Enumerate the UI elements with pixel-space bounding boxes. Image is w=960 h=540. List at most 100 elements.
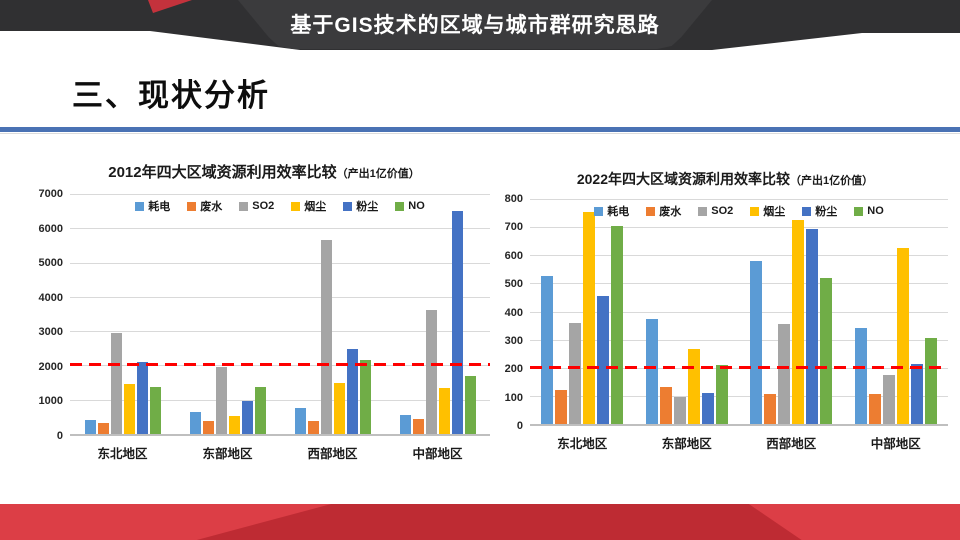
plot-area: 耗电 废水 SO2 烟尘 粉尘 NO	[530, 199, 948, 426]
y-axis-label: 3000	[38, 326, 63, 339]
bar-耗电-西部地区	[750, 260, 763, 424]
legend-item-烟尘: 烟尘	[750, 203, 785, 219]
chart-title-note: （产出1亿价值）	[790, 175, 874, 187]
bar-NO-东部地区	[715, 364, 728, 424]
legend-swatch-icon	[854, 206, 864, 216]
y-axis-label: 500	[504, 278, 523, 291]
chart-title: 2022年四大区域资源利用效率比较（产出1亿价值）	[502, 169, 948, 189]
bar-耗电-东北地区	[541, 276, 554, 424]
banner-center-trapezoid: 基于GIS技术的区域与城市群研究思路	[238, 0, 712, 49]
x-axis-label-中部地区: 中部地区	[870, 437, 921, 451]
legend-item-耗电: 耗电	[135, 198, 170, 214]
legend-label: NO	[408, 200, 425, 212]
legend-swatch-icon	[291, 201, 301, 211]
bar-粉尘-中部地区	[451, 211, 463, 434]
legend-swatch-icon	[802, 206, 812, 216]
gridline	[70, 228, 490, 230]
bar-NO-东北地区	[611, 225, 624, 424]
chart-2022: 2022年四大区域资源利用效率比较（产出1亿价值） 0 100 200 300 400 5…	[502, 169, 948, 452]
legend-swatch-icon	[750, 206, 760, 216]
x-axis-label-西部地区: 西部地区	[307, 447, 358, 461]
x-axis: 东北地区 东部地区 西部地区 中部地区	[70, 436, 490, 462]
bar-耗电-东部地区	[645, 318, 658, 424]
reference-line	[70, 363, 490, 367]
bar-group-中部地区	[399, 194, 476, 434]
y-axis-label: 0	[56, 430, 63, 442]
bar-废水-东部地区	[659, 387, 672, 424]
bar-group-西部地区	[750, 199, 833, 424]
x-axis-label-东北地区: 东北地区	[557, 437, 608, 451]
bar-烟尘-中部地区	[896, 248, 909, 424]
gridline	[70, 331, 490, 333]
legend-swatch-icon	[698, 206, 708, 216]
legend-item-SO2: SO2	[698, 203, 733, 219]
bar-粉尘-东部地区	[241, 401, 253, 434]
y-axis-label: 100	[504, 391, 523, 404]
bar-SO2-东北地区	[110, 332, 122, 434]
y-axis-label: 7000	[38, 188, 63, 200]
section-heading: 三、现状分析	[72, 78, 270, 113]
y-axis: 0 1000 2000 3000 4000 5000 6000 7000	[38, 188, 70, 442]
bar-耗电-东部地区	[189, 412, 201, 434]
y-axis-label: 400	[504, 306, 523, 319]
y-axis: 0 100 200 300 400 500 600 700 800	[502, 193, 530, 432]
legend-label: 粉尘	[815, 206, 838, 218]
bar-NO-西部地区	[820, 277, 833, 424]
bar-废水-西部地区	[307, 420, 319, 434]
x-axis-label-东部地区: 东部地区	[202, 447, 253, 461]
gridline	[530, 311, 948, 313]
legend-label: 废水	[659, 206, 682, 218]
legend-item-废水: 废水	[646, 203, 681, 219]
legend-item-耗电: 耗电	[594, 203, 629, 219]
heading-divider-gray	[0, 133, 960, 134]
bar-废水-东北地区	[97, 422, 109, 434]
slide-title: 基于GIS技术的区域与城市群研究思路	[290, 14, 660, 37]
gridline	[70, 262, 490, 264]
bar-NO-东北地区	[149, 387, 161, 434]
bar-烟尘-西部地区	[792, 220, 805, 424]
footer-ribbon	[0, 504, 960, 540]
bar-SO2-东部地区	[215, 367, 227, 434]
bar-耗电-中部地区	[399, 415, 411, 434]
bar-废水-东部地区	[202, 420, 214, 434]
legend-label: NO	[867, 205, 884, 217]
bar-NO-中部地区	[924, 338, 937, 424]
x-axis-label-中部地区: 中部地区	[412, 447, 463, 461]
bar-groups	[70, 194, 490, 434]
gridline	[530, 255, 948, 257]
x-axis-label-西部地区: 西部地区	[766, 437, 817, 451]
y-axis-label: 800	[504, 193, 523, 205]
legend-label: 烟尘	[763, 206, 786, 218]
legend: 耗电 废水 SO2 烟尘 粉尘 NO	[70, 198, 490, 214]
legend-swatch-icon	[594, 206, 604, 216]
legend-label: 耗电	[607, 206, 630, 218]
gridline	[530, 227, 948, 229]
legend-swatch-icon	[187, 201, 197, 211]
bar-SO2-东部地区	[673, 397, 686, 424]
header-banner: 基于GIS技术的区域与城市群研究思路	[0, 0, 960, 60]
legend-swatch-icon	[343, 201, 353, 211]
chart-title: 2012年四大区域资源利用效率比较（产出1亿价值）	[38, 161, 490, 182]
bar-group-东部地区	[645, 199, 728, 424]
gridline	[530, 395, 948, 397]
chart-title-text: 2012年四大区域资源利用效率比较	[108, 164, 337, 181]
legend-swatch-icon	[135, 201, 145, 211]
legend-label: 烟尘	[304, 201, 327, 213]
bar-烟尘-东北地区	[583, 211, 596, 424]
chart-title-note: （产出1亿价值）	[336, 168, 420, 180]
bar-NO-中部地区	[464, 375, 476, 434]
gridline	[530, 283, 948, 285]
y-axis-label: 1000	[38, 395, 63, 408]
y-axis-label: 700	[504, 221, 523, 234]
y-axis-label: 2000	[38, 360, 63, 373]
bar-SO2-中部地区	[425, 309, 437, 434]
legend-swatch-icon	[646, 206, 656, 216]
bar-废水-东北地区	[555, 390, 568, 424]
bar-耗电-西部地区	[294, 407, 306, 434]
x-axis: 东北地区 东部地区 西部地区 中部地区	[530, 426, 948, 452]
legend-label: 粉尘	[356, 201, 379, 213]
y-axis-label: 6000	[38, 222, 63, 235]
plot-area: 耗电 废水 SO2 烟尘 粉尘 NO	[70, 194, 490, 436]
bar-SO2-东北地区	[569, 322, 582, 424]
gridline	[70, 296, 490, 298]
